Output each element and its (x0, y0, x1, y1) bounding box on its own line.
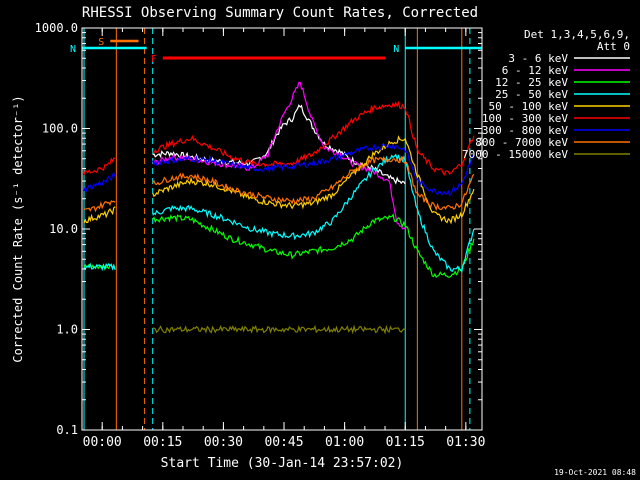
legend-label: 800 - 7000 keV (475, 136, 568, 149)
x-tick-label: 01:00 (325, 435, 364, 450)
footer-timestamp: 19-Oct-2021 08:48 (554, 468, 636, 477)
legend-label: 300 - 800 keV (482, 124, 568, 137)
series-lines (83, 81, 475, 335)
legend-label: 3 - 6 keV (508, 52, 568, 65)
legend-label: 25 - 50 keV (495, 88, 568, 101)
x-tick-label: 00:30 (204, 435, 243, 450)
x-tick-label: 00:15 (143, 435, 182, 450)
x-axis-label: Start Time (30-Jan-14 23:57:02) (161, 456, 404, 471)
mode-bar-label: S (98, 37, 104, 48)
x-axis: 00:00 00:15 00:30 00:45 01:00 01:15 01:30 (81, 28, 485, 450)
legend-header-line-2: Att 0 (597, 40, 630, 53)
chart-title: RHESSI Observing Summary Count Rates, Co… (82, 5, 478, 21)
y-tick-label: 10.0 (49, 222, 78, 236)
y-tick-label: 1.0 (56, 323, 78, 337)
x-tick-label: 00:00 (83, 435, 122, 450)
mode-bars: S N N F (70, 37, 482, 65)
y-axis: 1000.0 100.0 10.0 1.0 0.1 (35, 21, 482, 437)
series-line-300-800-kev (83, 143, 475, 197)
series-line-25-50-kev (83, 153, 475, 273)
legend-header-line-1: Det 1,3,4,5,6,9, (524, 28, 630, 41)
mode-boundary-lines (83, 28, 471, 430)
legend-label: 12 - 25 keV (495, 76, 568, 89)
mode-bar-label: F (151, 54, 157, 65)
series-line-7000-15000-kev (152, 324, 406, 335)
y-tick-label: 1000.0 (35, 21, 78, 35)
x-tick-label: 01:15 (386, 435, 425, 450)
series-line-100-300-kev (83, 100, 475, 177)
legend-label: 50 - 100 keV (489, 100, 569, 113)
x-tick-label: 01:30 (446, 435, 485, 450)
series-line-6-12-kev (152, 81, 406, 230)
legend-label: 6 - 12 keV (502, 64, 569, 77)
y-tick-label: 0.1 (56, 423, 78, 437)
y-axis-label: Corrected Count Rate (s⁻¹ detector⁻¹) (11, 95, 25, 362)
x-tick-label: 00:45 (264, 435, 303, 450)
series-line-50-100-kev (83, 135, 475, 225)
y-tick-label: 100.0 (42, 122, 78, 136)
mode-bar-label: N (393, 44, 399, 55)
mode-bar-label: N (70, 44, 76, 55)
legend-label: 100 - 300 keV (482, 112, 568, 125)
series-line-800-7000-kev (83, 156, 475, 213)
legend-label: 7000 - 15000 keV (462, 148, 568, 161)
